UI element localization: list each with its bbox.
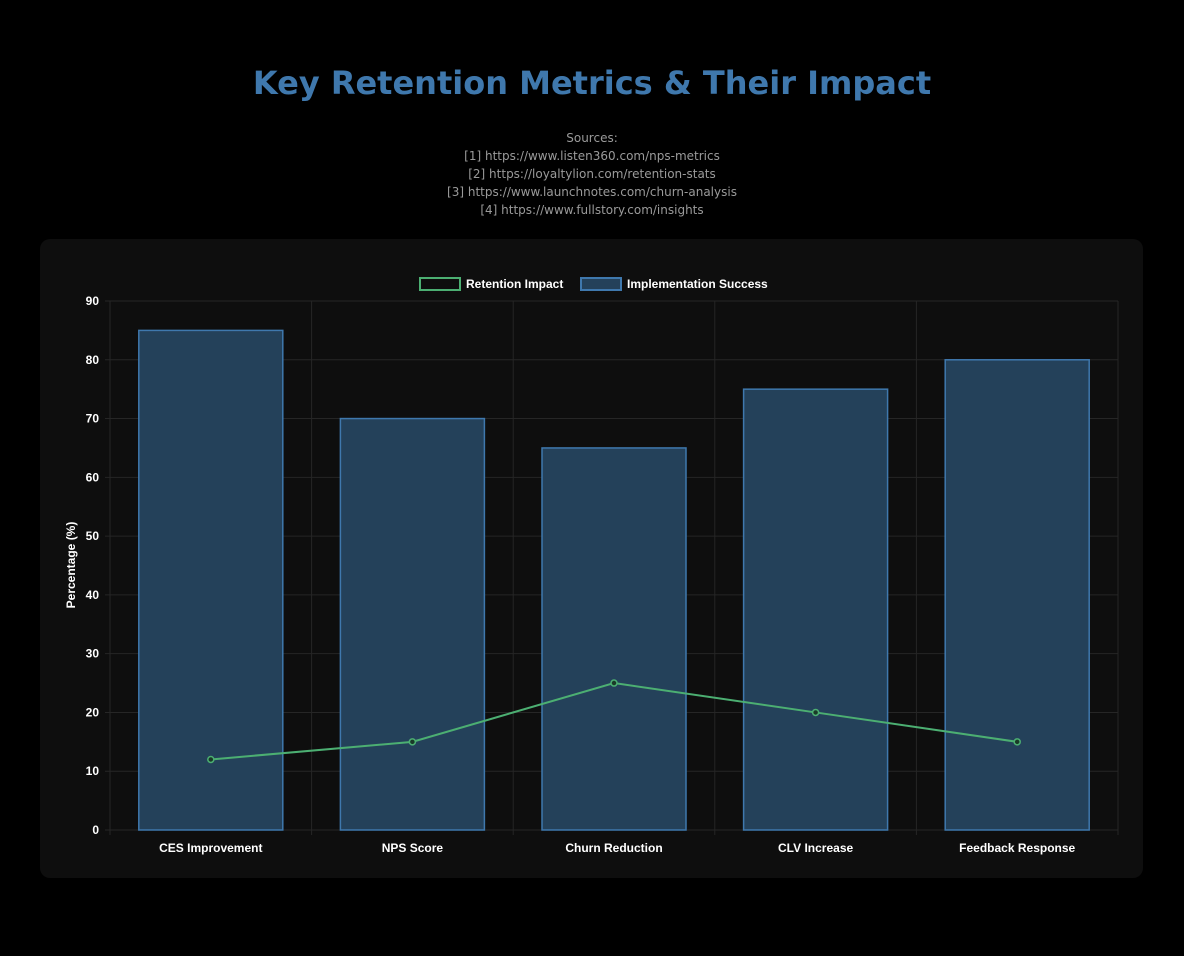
bar-implementation-success [339, 417, 486, 831]
y-tick-label: 90 [86, 294, 100, 308]
x-tick-label: Churn Reduction [565, 841, 662, 855]
point-retention-impact [1013, 738, 1021, 746]
source-link[interactable]: [2] https://loyaltylion.com/retention-st… [468, 167, 716, 181]
x-tick-label: Feedback Response [959, 841, 1075, 855]
point-retention-impact [408, 738, 417, 746]
x-tick-label: CES Improvement [159, 841, 262, 855]
legend-label-implementation-success[interactable]: Implementation Success [627, 277, 768, 291]
y-tick-label: 60 [86, 470, 100, 484]
bar-implementation-success [944, 359, 1090, 831]
sources-list: Sources: [1] https://www.listen360.com/n… [0, 129, 1184, 219]
x-tick-label: CLV Increase [778, 841, 853, 855]
y-tick-label: 30 [86, 647, 100, 661]
sources-heading: Sources: [566, 131, 618, 145]
bar-implementation-success [541, 447, 687, 831]
point-retention-impact [811, 708, 820, 717]
point-retention-impact [207, 755, 215, 764]
source-link[interactable]: [1] https://www.listen360.com/nps-metric… [464, 149, 720, 163]
bar-implementation-success [742, 388, 889, 831]
y-tick-label: 50 [86, 529, 100, 543]
page-title: Key Retention Metrics & Their Impact [252, 64, 932, 102]
legend-label-retention-impact[interactable]: Retention Impact [466, 277, 563, 291]
y-tick-label: 80 [86, 353, 100, 367]
source-link[interactable]: [3] https://www.launchnotes.com/churn-an… [447, 185, 737, 199]
x-tick-label: NPS Score [382, 841, 444, 855]
point-retention-impact [610, 679, 618, 687]
y-tick-label: 10 [86, 764, 100, 778]
y-tick-label: 40 [86, 588, 100, 602]
source-link[interactable]: [4] https://www.fullstory.com/insights [480, 203, 704, 217]
y-tick-label: 70 [86, 412, 100, 426]
y-tick-label: 0 [92, 823, 99, 837]
y-tick-label: 20 [86, 705, 100, 719]
legend-swatch-retention-impact [419, 277, 461, 291]
legend-swatch-implementation-success [580, 277, 622, 291]
y-axis-label: Percentage (%) [64, 522, 78, 609]
bar-implementation-success [138, 329, 284, 831]
